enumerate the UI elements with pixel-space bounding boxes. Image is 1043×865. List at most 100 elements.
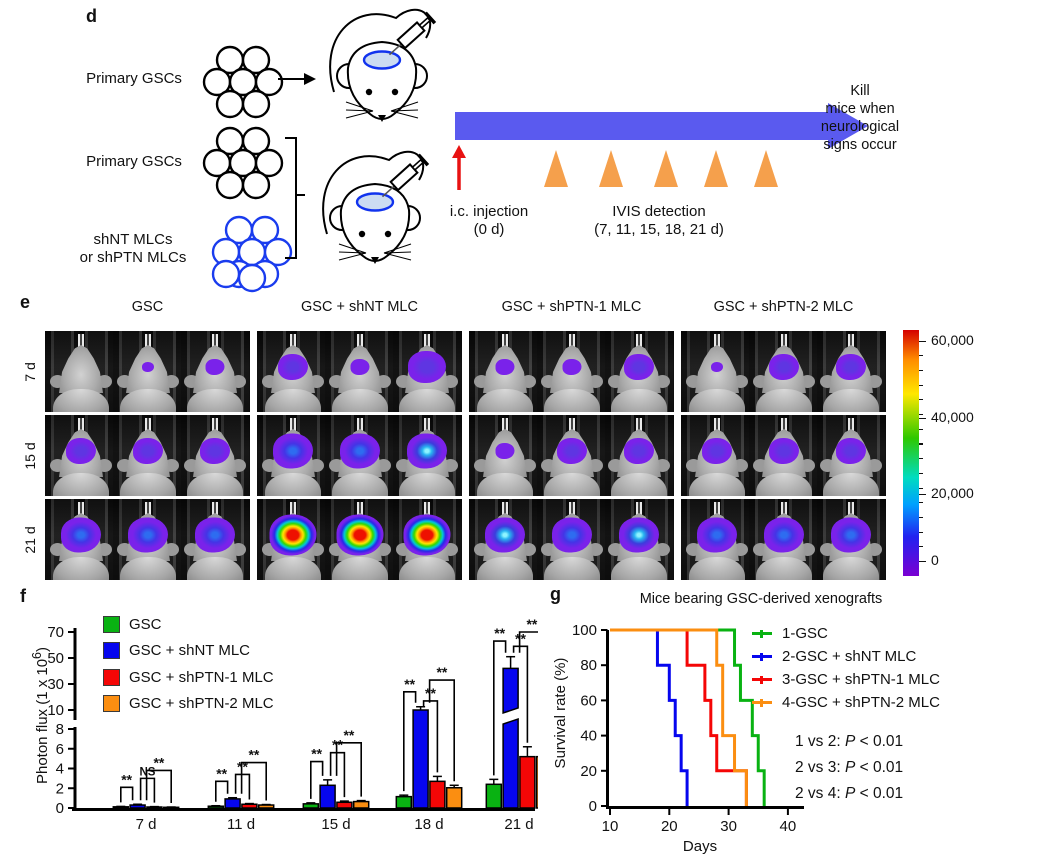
anesthesia-tube (424, 418, 430, 433)
f-y-tick-label: 4 (56, 761, 64, 778)
panel-f-label: f (20, 586, 26, 606)
g-y-tick-label: 20 (580, 763, 597, 780)
pvalue-value: < 0.01 (855, 733, 904, 750)
f-legend-swatch (103, 668, 120, 686)
bioluminescence-blob (278, 354, 308, 380)
anesthesia-tube (290, 418, 296, 433)
bar (445, 787, 463, 809)
mouse-figure (686, 502, 748, 580)
mouse-figure (50, 502, 112, 580)
pvalue-annotation: 2 vs 4: P < 0.01 (795, 785, 903, 811)
significance-label: ** (436, 664, 447, 680)
bioluminescence-blob (619, 517, 659, 553)
mouse-shoulders (611, 473, 667, 496)
mouse-shoulders (689, 557, 745, 580)
mouse-shoulders (756, 389, 812, 412)
mouse-shoulders (120, 473, 176, 496)
significance-label: ** (494, 625, 505, 641)
mouse-eye-left (365, 88, 373, 96)
colorbar-minor-tick (919, 414, 923, 416)
survival-curve (610, 628, 766, 806)
ivis-timepoint-marker (654, 150, 678, 187)
bioluminescence-blob (495, 443, 515, 459)
cell-circle (241, 45, 271, 75)
significance-bracket (234, 773, 251, 800)
f-legend-swatch (103, 695, 120, 713)
significance-label: ** (121, 771, 132, 787)
mouse-shoulders (120, 557, 176, 580)
bioluminescence-blob (200, 438, 230, 464)
colorbar-minor-tick (919, 531, 923, 533)
mouse-figure (184, 334, 246, 412)
whisker (345, 109, 374, 112)
cell-circle (211, 259, 241, 289)
cell-circle (241, 89, 271, 119)
cell-circle (254, 148, 284, 178)
ivis-image-cell (469, 415, 674, 496)
ivis-image-cell (45, 331, 250, 412)
anesthesia-tube (78, 418, 84, 433)
mouse-figure (474, 334, 536, 412)
bioluminescence-blob (485, 517, 525, 553)
f-legend-entry: GSC + shPTN-1 MLC (103, 664, 274, 691)
ivis-timepoint-marker (544, 150, 568, 187)
anesthesia-tube (212, 502, 218, 517)
cell-circle (215, 170, 245, 200)
whisker (338, 243, 367, 254)
mouse-figure (184, 502, 246, 580)
mouse-figure (608, 334, 670, 412)
anesthesia-tube (502, 418, 508, 433)
pvalue-prefix: 2 vs 4: (795, 785, 845, 802)
significance-bracket (335, 742, 362, 797)
f-legend-label: GSC + shPTN-2 MLC (129, 695, 274, 713)
g-chart-title: Mice bearing GSC-derived xenografts (639, 591, 883, 607)
g-pvalue-annotations: 1 vs 2: P < 0.01 2 vs 3: P < 0.01 2 vs 4: … (795, 733, 903, 811)
g-legend-censor-tick (760, 629, 763, 638)
colorbar-major-tick (919, 560, 926, 563)
anesthesia-tube (145, 334, 151, 349)
bioluminescence-blob (552, 517, 592, 553)
pvalue-value: < 0.01 (855, 759, 904, 776)
intensity-colorbar (903, 330, 919, 576)
f-y-tick-label: 10 (47, 702, 64, 719)
mouse-figure (117, 334, 179, 412)
cell-circle (237, 263, 267, 293)
g-y-tick-label: 80 (580, 657, 597, 674)
mouse-shoulders (823, 473, 879, 496)
syringe-handle (424, 11, 437, 25)
f-legend-swatch (103, 642, 120, 660)
f-x-category-label: 7 d (136, 816, 157, 833)
syringe-icon (381, 153, 430, 198)
bar (302, 803, 320, 809)
significance-label: ** (216, 765, 227, 781)
g-legend-label: 3-GSC + shPTN-1 MLC (782, 671, 940, 688)
whisker (338, 252, 367, 261)
ivis-timepoint-marker (599, 150, 623, 187)
ivis-timepoint-marker (704, 150, 728, 187)
mouse-shoulders (544, 473, 600, 496)
e-row-label: 7 d (22, 361, 38, 382)
significance-label: ** (332, 737, 343, 753)
g-legend-censor-tick (760, 652, 763, 661)
mouse-figure (262, 334, 324, 412)
cell-circle (254, 67, 284, 97)
significance-bracket (493, 640, 507, 776)
ic-injection-label: i.c. injection (449, 203, 529, 220)
shptn-mlcs-label: or shPTN MLCs (79, 249, 187, 266)
mouse-drawing (322, 150, 430, 264)
mouse-figure (686, 418, 748, 496)
g-legend-marker (752, 629, 772, 638)
mouse-nose (378, 115, 386, 122)
bioluminescence-blob (273, 433, 313, 469)
colorbar-major-tick (919, 493, 926, 496)
bioluminescence-blob (269, 514, 317, 556)
g-legend-censor-tick (760, 675, 763, 684)
mouse-figure (608, 502, 670, 580)
significance-bracket (215, 780, 229, 802)
f-y-tick-label: 50 (47, 650, 64, 667)
bioluminescence-blob (697, 517, 737, 553)
colorbar-minor-tick (919, 472, 923, 474)
bar-broken-lower (502, 717, 519, 809)
mouse-eye-right (384, 230, 392, 238)
